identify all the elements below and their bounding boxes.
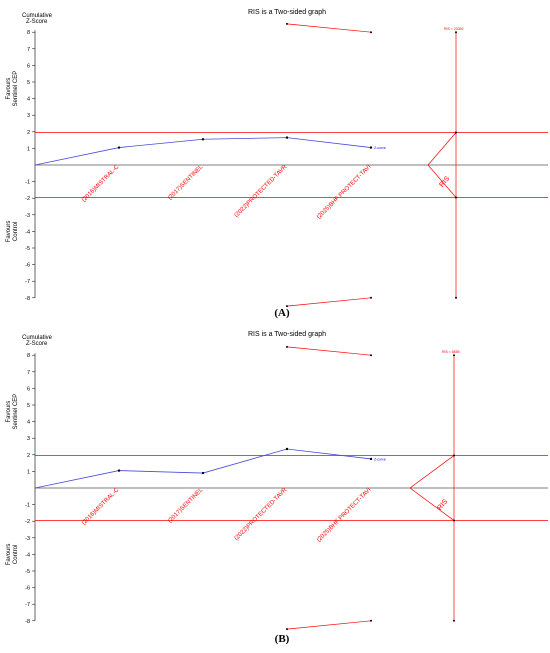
- ris-label: RIS: [438, 175, 451, 189]
- y-tick-label: -4: [25, 552, 30, 558]
- lower-region-label: Favours: [6, 544, 12, 566]
- z-curve: [34, 137, 372, 166]
- y-tick-label: -2: [25, 519, 30, 525]
- y-tick-label: 2: [27, 453, 30, 459]
- lower-region-label-2: Control: [13, 222, 19, 241]
- y-tick-label: -5: [25, 246, 30, 252]
- y-tick-label: 1: [27, 146, 30, 152]
- study-label: (2017)SENTINEL: [167, 164, 205, 202]
- y-tick-label: -6: [25, 263, 30, 269]
- boundary-point: [370, 296, 372, 299]
- boundary-point: [370, 619, 372, 622]
- panel-label: (A): [274, 307, 290, 319]
- upper-monitoring-boundary: [286, 23, 372, 33]
- y-tick-label: -1: [25, 180, 30, 186]
- study-label: (2025)BHF PROTECT-TAVI: [316, 487, 373, 544]
- y-tick-label: -7: [25, 279, 30, 285]
- y-tick-label: -5: [25, 569, 30, 575]
- z-point: [201, 471, 205, 475]
- ris-wedge: [427, 132, 457, 198]
- boundary-point: [370, 354, 372, 357]
- boundary-point: [286, 345, 288, 348]
- upper-region-label: Favours: [6, 401, 12, 423]
- y-tick-label: 7: [27, 370, 30, 376]
- ris-point: [455, 31, 457, 34]
- z-point: [201, 138, 205, 141]
- z-curve-label: Z-curve: [374, 146, 386, 150]
- z-point: [285, 447, 289, 451]
- ris-point: [453, 519, 455, 522]
- z-curve-label: Z-curve: [374, 457, 386, 461]
- y-tick-label: 4: [27, 97, 30, 103]
- y-tick-label: 5: [27, 80, 30, 86]
- z-point: [117, 469, 121, 472]
- y-tick-label: -3: [25, 536, 30, 542]
- ris-point: [455, 196, 457, 199]
- chart-title: RIS is a Two-sided graph: [248, 331, 326, 338]
- y-tick-label: -1: [25, 503, 30, 509]
- study-label: (2022)PROTECTED-TAVR: [234, 164, 289, 219]
- y-tick-label: 4: [27, 420, 30, 426]
- y-tick-label: 6: [27, 63, 30, 69]
- ris-point: [453, 619, 455, 622]
- y-tick-label: -3: [25, 213, 30, 219]
- boundary-point: [286, 305, 288, 308]
- y-tick-label: -8: [25, 296, 30, 302]
- y-tick-label: -2: [25, 196, 30, 202]
- y-tick-label: 5: [27, 403, 30, 409]
- ris-point: [455, 131, 457, 134]
- upper-region-label-2: Sentinel CEP: [13, 71, 19, 107]
- y-tick-label: 3: [27, 436, 30, 442]
- y-tick-label: 2: [27, 130, 30, 136]
- lower-region-label-2: Control: [13, 545, 19, 564]
- z-point: [369, 457, 373, 461]
- ris-point: [453, 354, 455, 357]
- study-label: (2022)PROTECTED-TAVR: [234, 487, 289, 542]
- upper-region-label: Favours: [6, 78, 12, 100]
- y-tick-label: -6: [25, 586, 30, 592]
- ris-point: [453, 454, 455, 457]
- ris-value-label: RIS = 23392: [444, 27, 464, 31]
- y-tick-label: 6: [27, 386, 30, 392]
- ris-value-label: RIS = 8855: [442, 350, 460, 354]
- z-point: [285, 136, 289, 139]
- chart-title: RIS is a Two-sided graph: [248, 9, 326, 16]
- y-tick-label: -8: [25, 619, 30, 625]
- upper-region-label-2: Sentinel CEP: [13, 394, 19, 430]
- y-axis-label-line2: Z-Score: [26, 341, 48, 347]
- ris-label: RIS: [436, 498, 449, 512]
- lower-monitoring-boundary: [286, 620, 372, 630]
- study-label: (2017)SENTINEL: [167, 487, 205, 525]
- lower-region-label: Favours: [6, 221, 12, 243]
- y-axis-label-line1: Cumulative: [22, 335, 53, 341]
- study-label: (2025)BHF PROTECT-TAVI: [316, 164, 373, 221]
- y-axis-label-line2: Z-Score: [26, 19, 48, 25]
- y-tick-label: -4: [25, 229, 30, 235]
- y-tick-label: 8: [27, 353, 30, 359]
- z-point: [369, 146, 373, 149]
- z-point: [117, 146, 121, 149]
- boundary-point: [286, 22, 288, 25]
- panel-b: RIS is a Two-sided graph CumulativeZ-Scor…: [6, 331, 548, 645]
- y-axis-label-line1: Cumulative: [22, 13, 53, 19]
- boundary-point: [370, 31, 372, 34]
- y-tick-label: 8: [27, 30, 30, 36]
- ris-point: [455, 296, 457, 299]
- upper-monitoring-boundary: [286, 346, 372, 356]
- lower-monitoring-boundary: [286, 297, 372, 307]
- ris-wedge: [409, 455, 455, 521]
- panel-a: RIS is a Two-sided graph CumulativeZ-Scor…: [6, 9, 548, 319]
- y-tick-label: 7: [27, 47, 30, 53]
- boundary-point: [286, 628, 288, 631]
- panel-label: (B): [275, 633, 290, 645]
- y-tick-label: 3: [27, 113, 30, 119]
- y-tick-label: -7: [25, 602, 30, 608]
- z-curve: [34, 448, 372, 489]
- y-tick-label: 1: [27, 469, 30, 475]
